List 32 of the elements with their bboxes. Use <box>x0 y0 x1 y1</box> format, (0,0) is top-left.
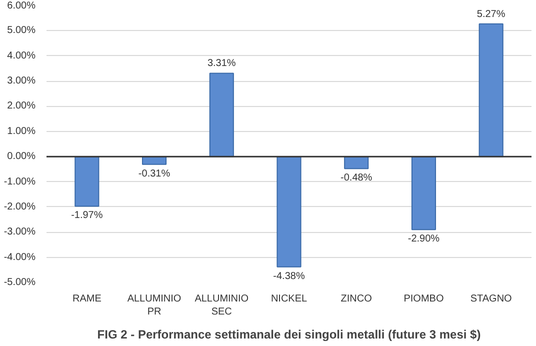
x-tick-label: RAME <box>72 294 102 304</box>
y-tick-label: -3.00% <box>4 226 36 238</box>
x-tick-label: PIOMBO <box>404 294 444 304</box>
bar <box>478 23 504 158</box>
y-tick-label: 0.00% <box>7 151 36 162</box>
y-tick-label: 4.00% <box>7 50 36 62</box>
data-label: -1.97% <box>71 210 103 222</box>
x-tick-label: STAGNO <box>470 294 512 304</box>
data-label: -4.38% <box>273 270 305 282</box>
y-tick-label: 2.00% <box>7 100 36 112</box>
y-tick-label: 5.00% <box>7 25 36 36</box>
bar <box>74 156 100 207</box>
y-tick-label: -5.00% <box>4 277 36 288</box>
y-tick-label: -2.00% <box>4 201 36 212</box>
bar <box>411 156 436 230</box>
data-label: 3.31% <box>207 58 236 70</box>
x-tick-label: ALLUMINIO SEC <box>194 294 249 318</box>
x-tick-label: ALLUMINIO PR <box>127 294 182 318</box>
data-label: -0.31% <box>138 168 170 180</box>
y-tick-label: 6.00% <box>7 0 36 12</box>
data-label: -2.90% <box>408 234 440 245</box>
y-tick-label: -4.00% <box>4 252 36 263</box>
x-tick-label: NICKEL <box>270 294 308 304</box>
y-tick-label: -1.00% <box>4 176 36 188</box>
y-tick-label: 3.00% <box>7 76 36 87</box>
x-tick-label: ZINCO <box>340 294 372 304</box>
text: FIG 2 - Performance settimanale dei singoli metalli (future 3 mesi $) <box>97 328 481 342</box>
y-tick-label: 1.00% <box>7 126 36 137</box>
data-label: 5.27% <box>476 8 506 20</box>
bar <box>209 72 234 158</box>
data-label: -0.48% <box>340 172 372 184</box>
bar <box>276 156 302 268</box>
